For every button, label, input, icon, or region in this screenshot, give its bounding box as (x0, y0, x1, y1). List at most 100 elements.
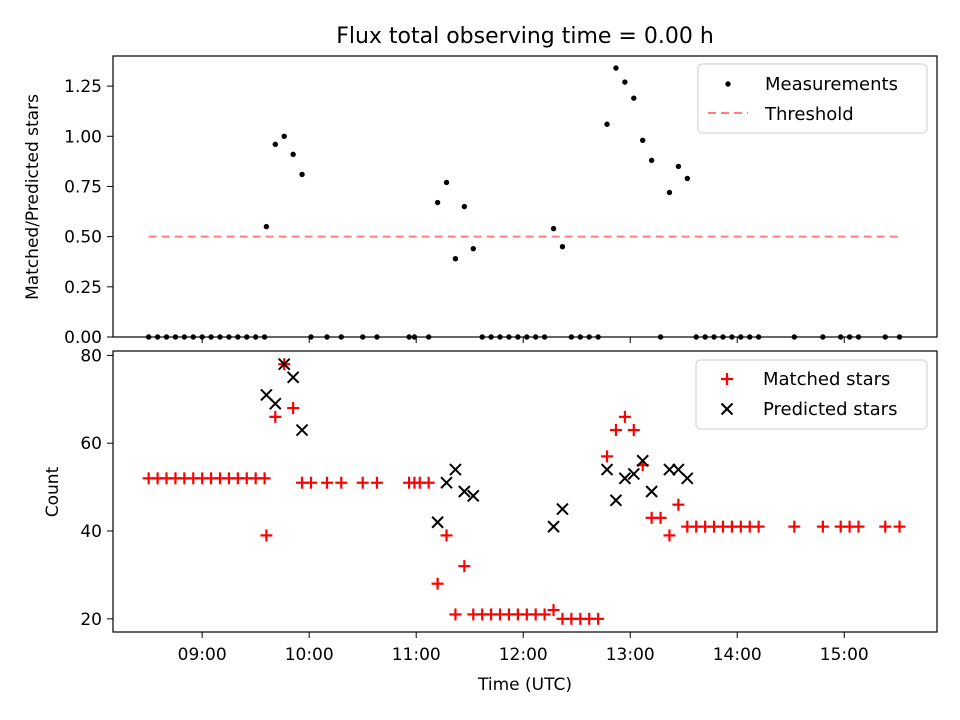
predicted-star-point (600, 463, 614, 476)
matched-star-point (260, 529, 273, 542)
matched-star-point (440, 529, 453, 542)
predicted-star-point (458, 485, 471, 498)
predicted-star-point-b (681, 472, 694, 485)
matched-star-point (663, 529, 676, 542)
matched-star-point (879, 520, 892, 533)
predicted-star-point-b (618, 472, 632, 485)
matched-star-point (547, 604, 560, 617)
predicted-stars-points (260, 357, 694, 533)
predicted-star-point (547, 520, 560, 533)
matched-star-point (672, 498, 685, 511)
top-y-tick-label: 0.00 (64, 328, 102, 348)
measurement-point (622, 79, 628, 85)
predicted-star-point-b (645, 485, 658, 498)
x-tick-label: 14:00 (713, 645, 762, 665)
measurement-point (290, 151, 296, 158)
predicted-star-point-b (467, 489, 480, 503)
measurement-point (604, 121, 610, 127)
legend-x-marker-b (720, 402, 734, 416)
predicted-star-point-b (278, 357, 291, 371)
matched-star-point (449, 608, 462, 621)
predicted-star-point (278, 357, 291, 371)
legend-matched-marker (721, 373, 733, 385)
matched-star-point (788, 520, 801, 533)
predicted-star-point-b (295, 423, 309, 437)
top-y-axis-label: Matched/Predicted stars (23, 94, 43, 300)
top-plot-frame (112, 55, 938, 338)
matched-star-point (258, 472, 271, 485)
predicted-star-point-b (663, 463, 676, 476)
matched-star-point (852, 520, 865, 533)
top-legend: Measurements Threshold (697, 63, 928, 134)
x-tick-label: 09:00 (178, 645, 227, 665)
predicted-star-point-b (609, 494, 623, 507)
top-panel: 0.00 0.25 0.50 0.75 1.00 1.25 Matched/Predict… (23, 55, 938, 348)
measurement-point (272, 141, 279, 148)
bottom-plot-frame (112, 350, 938, 633)
measurement-point (613, 65, 619, 71)
legend-predicted-label: Predicted stars (763, 399, 897, 420)
predicted-star-point (295, 423, 309, 437)
top-y-ticks: 0.00 0.25 0.50 0.75 1.00 1.25 (64, 77, 113, 348)
measurement-point (299, 171, 305, 178)
matched-star-point (370, 476, 383, 489)
predicted-star-point (556, 502, 569, 516)
measurement-point (648, 157, 655, 164)
bottom-y-axis-label: Count (43, 466, 63, 517)
matched-star-point (431, 577, 444, 590)
predicted-star-point-b (440, 476, 453, 489)
matched-star-point (816, 520, 829, 533)
matched-star-point (356, 476, 369, 489)
x-axis-label: Time (UTC) (477, 675, 572, 695)
top-y-tick-label: 1.25 (64, 77, 102, 97)
bottom-y-tick-label: 60 (80, 434, 102, 454)
measurement-point (443, 179, 450, 186)
legend-matched-label: Matched stars (763, 369, 890, 390)
x-tick-label: 11:00 (392, 645, 441, 665)
predicted-star-point-b (260, 388, 273, 402)
predicted-star-point-b (627, 467, 641, 481)
measurement-point (470, 245, 476, 252)
legend-measurements-marker (725, 81, 731, 87)
predicted-star-point (440, 476, 453, 489)
top-y-tick-label: 0.25 (64, 278, 102, 298)
chart-title: Flux total observing time = 0.00 h (336, 24, 714, 49)
legend-predicted-marker (720, 402, 734, 416)
predicted-star-point-b (458, 485, 471, 498)
predicted-star-point (431, 516, 444, 529)
x-tick-label: 12:00 (499, 645, 548, 665)
matched-star-point (304, 476, 317, 489)
matched-star-point (335, 476, 348, 489)
predicted-star-point (645, 485, 658, 498)
legend-plus-marker (721, 373, 733, 385)
predicted-star-point-b (269, 397, 282, 410)
legend-threshold-label: Threshold (764, 104, 854, 125)
matched-star-point (609, 424, 622, 437)
measurement-point (434, 199, 441, 206)
matched-star-point (458, 560, 471, 573)
matched-star-point (601, 450, 614, 463)
measurement-point (666, 189, 673, 196)
legend-x-marker (720, 402, 734, 416)
measurement-point (263, 223, 270, 230)
predicted-star-point (627, 467, 641, 481)
matched-star-point (321, 476, 334, 489)
predicted-star-point-b (600, 463, 614, 476)
matched-star-point (538, 608, 551, 621)
top-y-tick-label: 0.75 (64, 177, 102, 197)
matched-star-point (422, 476, 435, 489)
matched-stars-points (142, 358, 906, 625)
measurement-point (559, 243, 566, 250)
matched-star-point (752, 520, 765, 533)
matched-star-point (627, 424, 640, 437)
measurement-point (684, 175, 691, 182)
x-tick-label: 15:00 (820, 645, 869, 665)
predicted-star-point-b (672, 463, 685, 476)
predicted-star-point-b (431, 516, 444, 529)
predicted-star-point (663, 463, 676, 476)
predicted-star-point-b (636, 454, 649, 467)
measurement-point (452, 256, 459, 262)
measurement-point (631, 95, 637, 101)
matched-star-point (269, 410, 282, 423)
